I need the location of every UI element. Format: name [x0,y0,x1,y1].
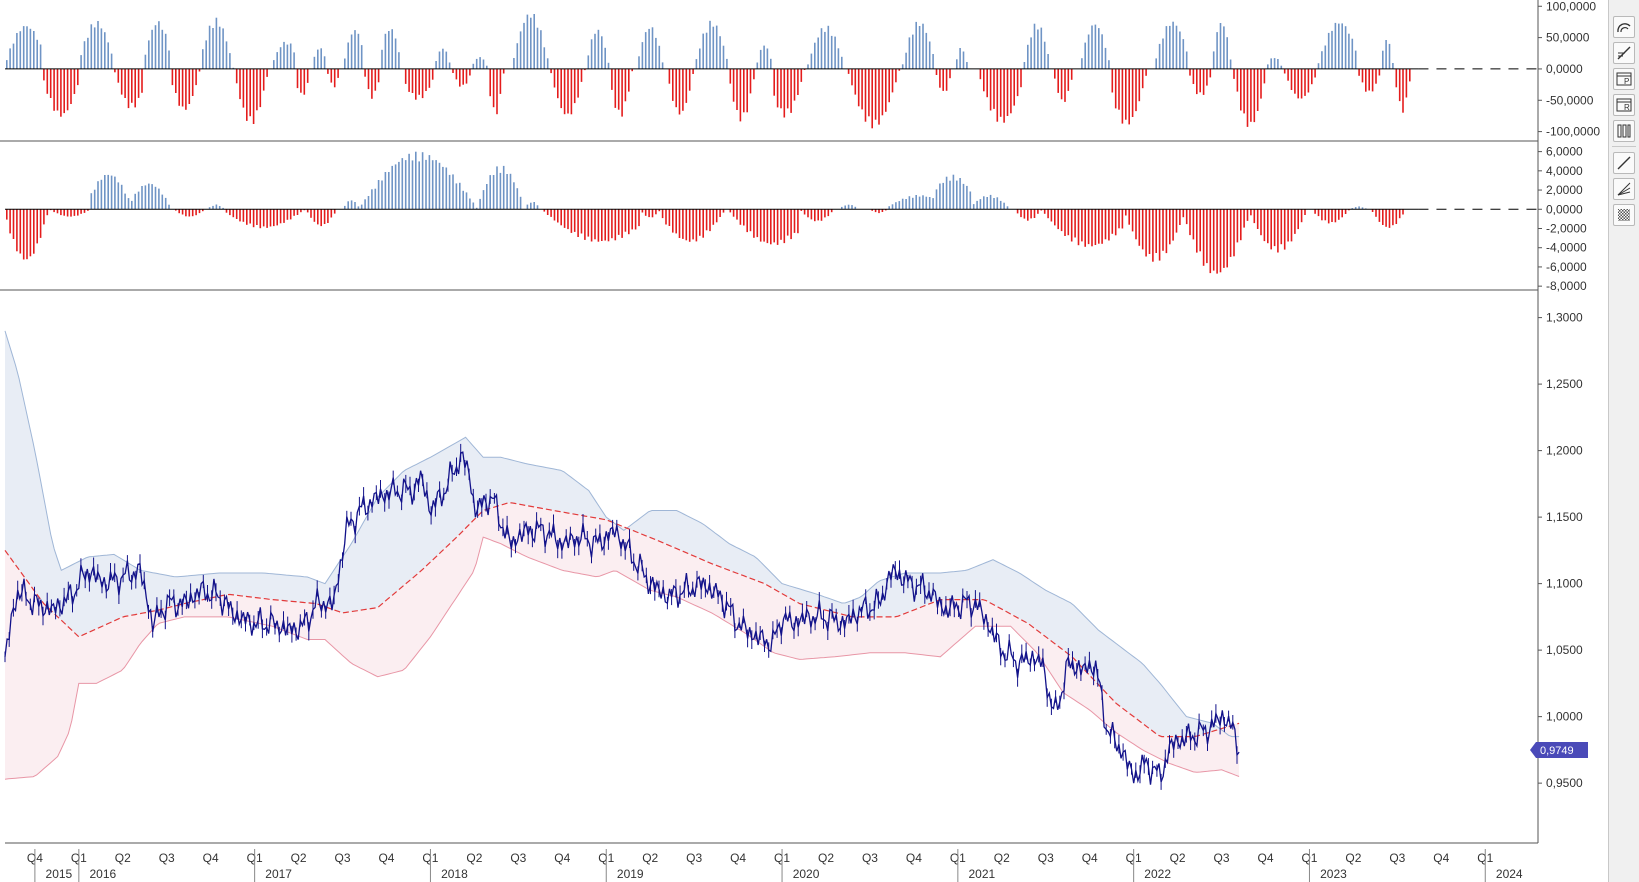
x-tick-label: Q3 [1389,851,1405,865]
x-tick-label: Q3 [159,851,175,865]
top-osc-y-tick-label: 100,0000 [1546,0,1596,13]
x-tick-label: Q2 [642,851,658,865]
top-osc-y-tick-label: 50,0000 [1546,31,1590,45]
x-tick-label: Q2 [994,851,1010,865]
x-tick-label: Q2 [466,851,482,865]
price-y-tick-label: 1,3000 [1546,311,1583,325]
x-year-label: 2020 [793,867,820,881]
x-tick-label: Q3 [335,851,351,865]
toolbar-separator [1612,146,1636,147]
price-y-tick-label: 1,0000 [1546,710,1583,724]
price-panel [4,330,1240,790]
pattern-tool-icon[interactable] [1613,204,1635,226]
top-osc-y-tick-label: -100,0000 [1546,125,1600,139]
mid-line [4,502,1240,738]
last-value-label: 0,9749 [1540,745,1574,757]
top-oscillator-panel [5,14,1538,129]
mid-osc-y-tick-label: -2,0000 [1546,221,1587,235]
x-tick-label: Q3 [1214,851,1230,865]
line-tool-icon[interactable] [1613,152,1635,174]
x-tick-label: Q4 [378,851,394,865]
upper-band-line [4,330,1240,738]
price-y-tick-label: 1,0500 [1546,643,1583,657]
last-value-badge [1530,742,1588,759]
mid-osc-y-tick-label: 4,0000 [1546,164,1583,178]
x-tick-label: Q4 [730,851,746,865]
mid-osc-y-tick-label: -6,0000 [1546,260,1587,274]
x-year-label: 2021 [968,867,995,881]
x-year-label: 2018 [441,867,468,881]
panel-frames [0,0,1539,844]
drawing-toolbar: P R [1608,0,1639,882]
x-tick-label: Q2 [1345,851,1361,865]
x-tick-label: Q3 [862,851,878,865]
x-year-label: 2022 [1144,867,1171,881]
mid-osc-y-tick-label: -8,0000 [1546,279,1587,293]
fan-tool-icon[interactable] [1613,178,1635,200]
top-osc-y-tick-label: -50,0000 [1546,93,1594,107]
svg-text:P: P [1624,77,1629,86]
x-year-label: 2019 [617,867,644,881]
lower-band-fill [5,502,1240,780]
arc-tool-icon[interactable] [1613,16,1635,38]
price-y-tick-label: 1,1500 [1546,510,1583,524]
upper-band-fill [5,330,1240,737]
x-tick-label: Q3 [510,851,526,865]
mid-osc-y-tick-label: -4,0000 [1546,241,1587,255]
p-indicator-icon[interactable]: P [1613,68,1635,90]
x-tick-label: Q4 [203,851,219,865]
x-tick-label: Q3 [686,851,702,865]
middle-oscillator-panel [5,151,1538,274]
mid-osc-y-tick-label: 0,0000 [1546,202,1583,216]
x-tick-label: Q4 [1257,851,1273,865]
x-year-label: 2024 [1496,867,1523,881]
x-tick-label: Q4 [554,851,570,865]
x-tick-label: Q2 [115,851,131,865]
top-osc-y-tick-label: 0,0000 [1546,62,1583,76]
price-line [4,451,1240,785]
x-year-label: 2015 [46,867,73,881]
price-y-tick-label: 1,2500 [1546,377,1583,391]
fib-tool-icon[interactable] [1613,42,1635,64]
x-tick-label: Q2 [291,851,307,865]
price-y-tick-label: 1,1000 [1546,577,1583,591]
bars-tool-icon[interactable] [1613,120,1635,142]
mid-osc-y-tick-label: 2,0000 [1546,183,1583,197]
lower-band-line [4,536,1240,780]
x-tick-label: Q2 [1170,851,1186,865]
x-year-label: 2017 [265,867,292,881]
x-tick-label: Q4 [1082,851,1098,865]
mid-osc-y-tick-label: 6,0000 [1546,145,1583,159]
r-indicator-icon[interactable]: R [1613,94,1635,116]
price-y-tick-label: 1,2000 [1546,444,1583,458]
x-tick-label: Q3 [1038,851,1054,865]
x-year-label: 2016 [89,867,116,881]
x-year-label: 2023 [1320,867,1347,881]
svg-text:R: R [1624,103,1630,112]
x-tick-label: Q4 [906,851,922,865]
x-tick-label: Q2 [818,851,834,865]
x-tick-label: Q4 [1433,851,1449,865]
axes: 100,0000 50,0000 0,0000 -50,0000 -100,0000 6,… [27,0,1600,882]
price-y-tick-label: 0,9500 [1546,776,1583,790]
